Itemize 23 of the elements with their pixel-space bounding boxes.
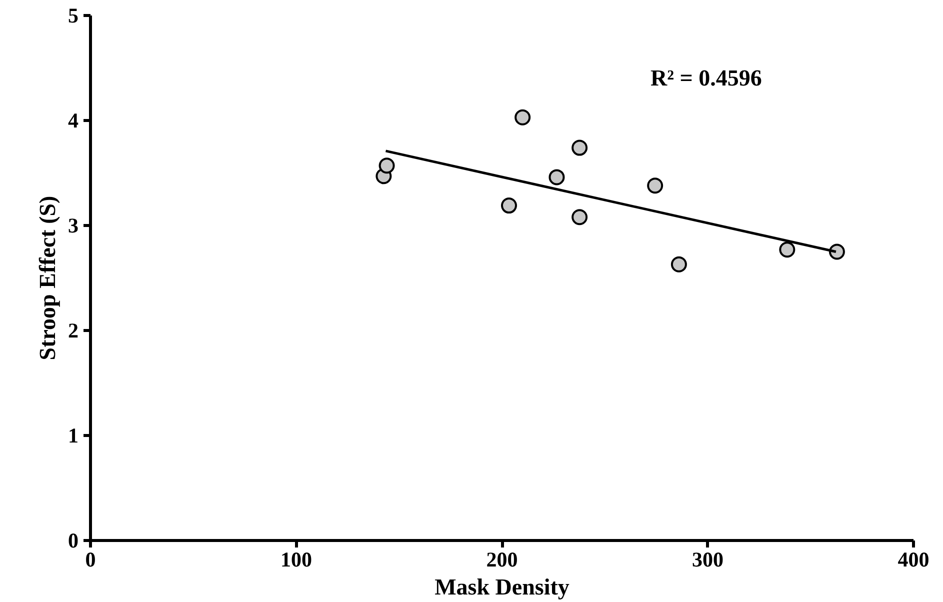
point: [572, 209, 588, 226]
y-tick-label: 5: [68, 4, 78, 28]
point: [514, 109, 531, 126]
x-tick-label: 200: [486, 548, 518, 572]
x-axis-title: Mask Density: [434, 574, 570, 600]
point: [378, 158, 395, 174]
point: [500, 198, 517, 214]
y-tick-label: 0: [68, 528, 78, 552]
point: [548, 169, 565, 186]
point: [670, 256, 687, 272]
x-tick-label: 100: [280, 548, 312, 572]
point: [647, 178, 664, 194]
x-tick-label: 400: [898, 548, 930, 572]
point: [779, 242, 796, 258]
x-tick-label: 300: [692, 548, 724, 572]
y-tick-label: 1: [68, 424, 78, 448]
annotation: R² = 0.4596: [650, 66, 762, 90]
point: [572, 140, 588, 156]
y-tick-label: 4: [68, 108, 79, 132]
y-tick-label: 2: [68, 318, 78, 342]
y-axis-title: Stroop Effect (S): [35, 196, 60, 360]
y-tick-label: 3: [68, 214, 78, 238]
x-tick-label: 0: [85, 548, 96, 572]
